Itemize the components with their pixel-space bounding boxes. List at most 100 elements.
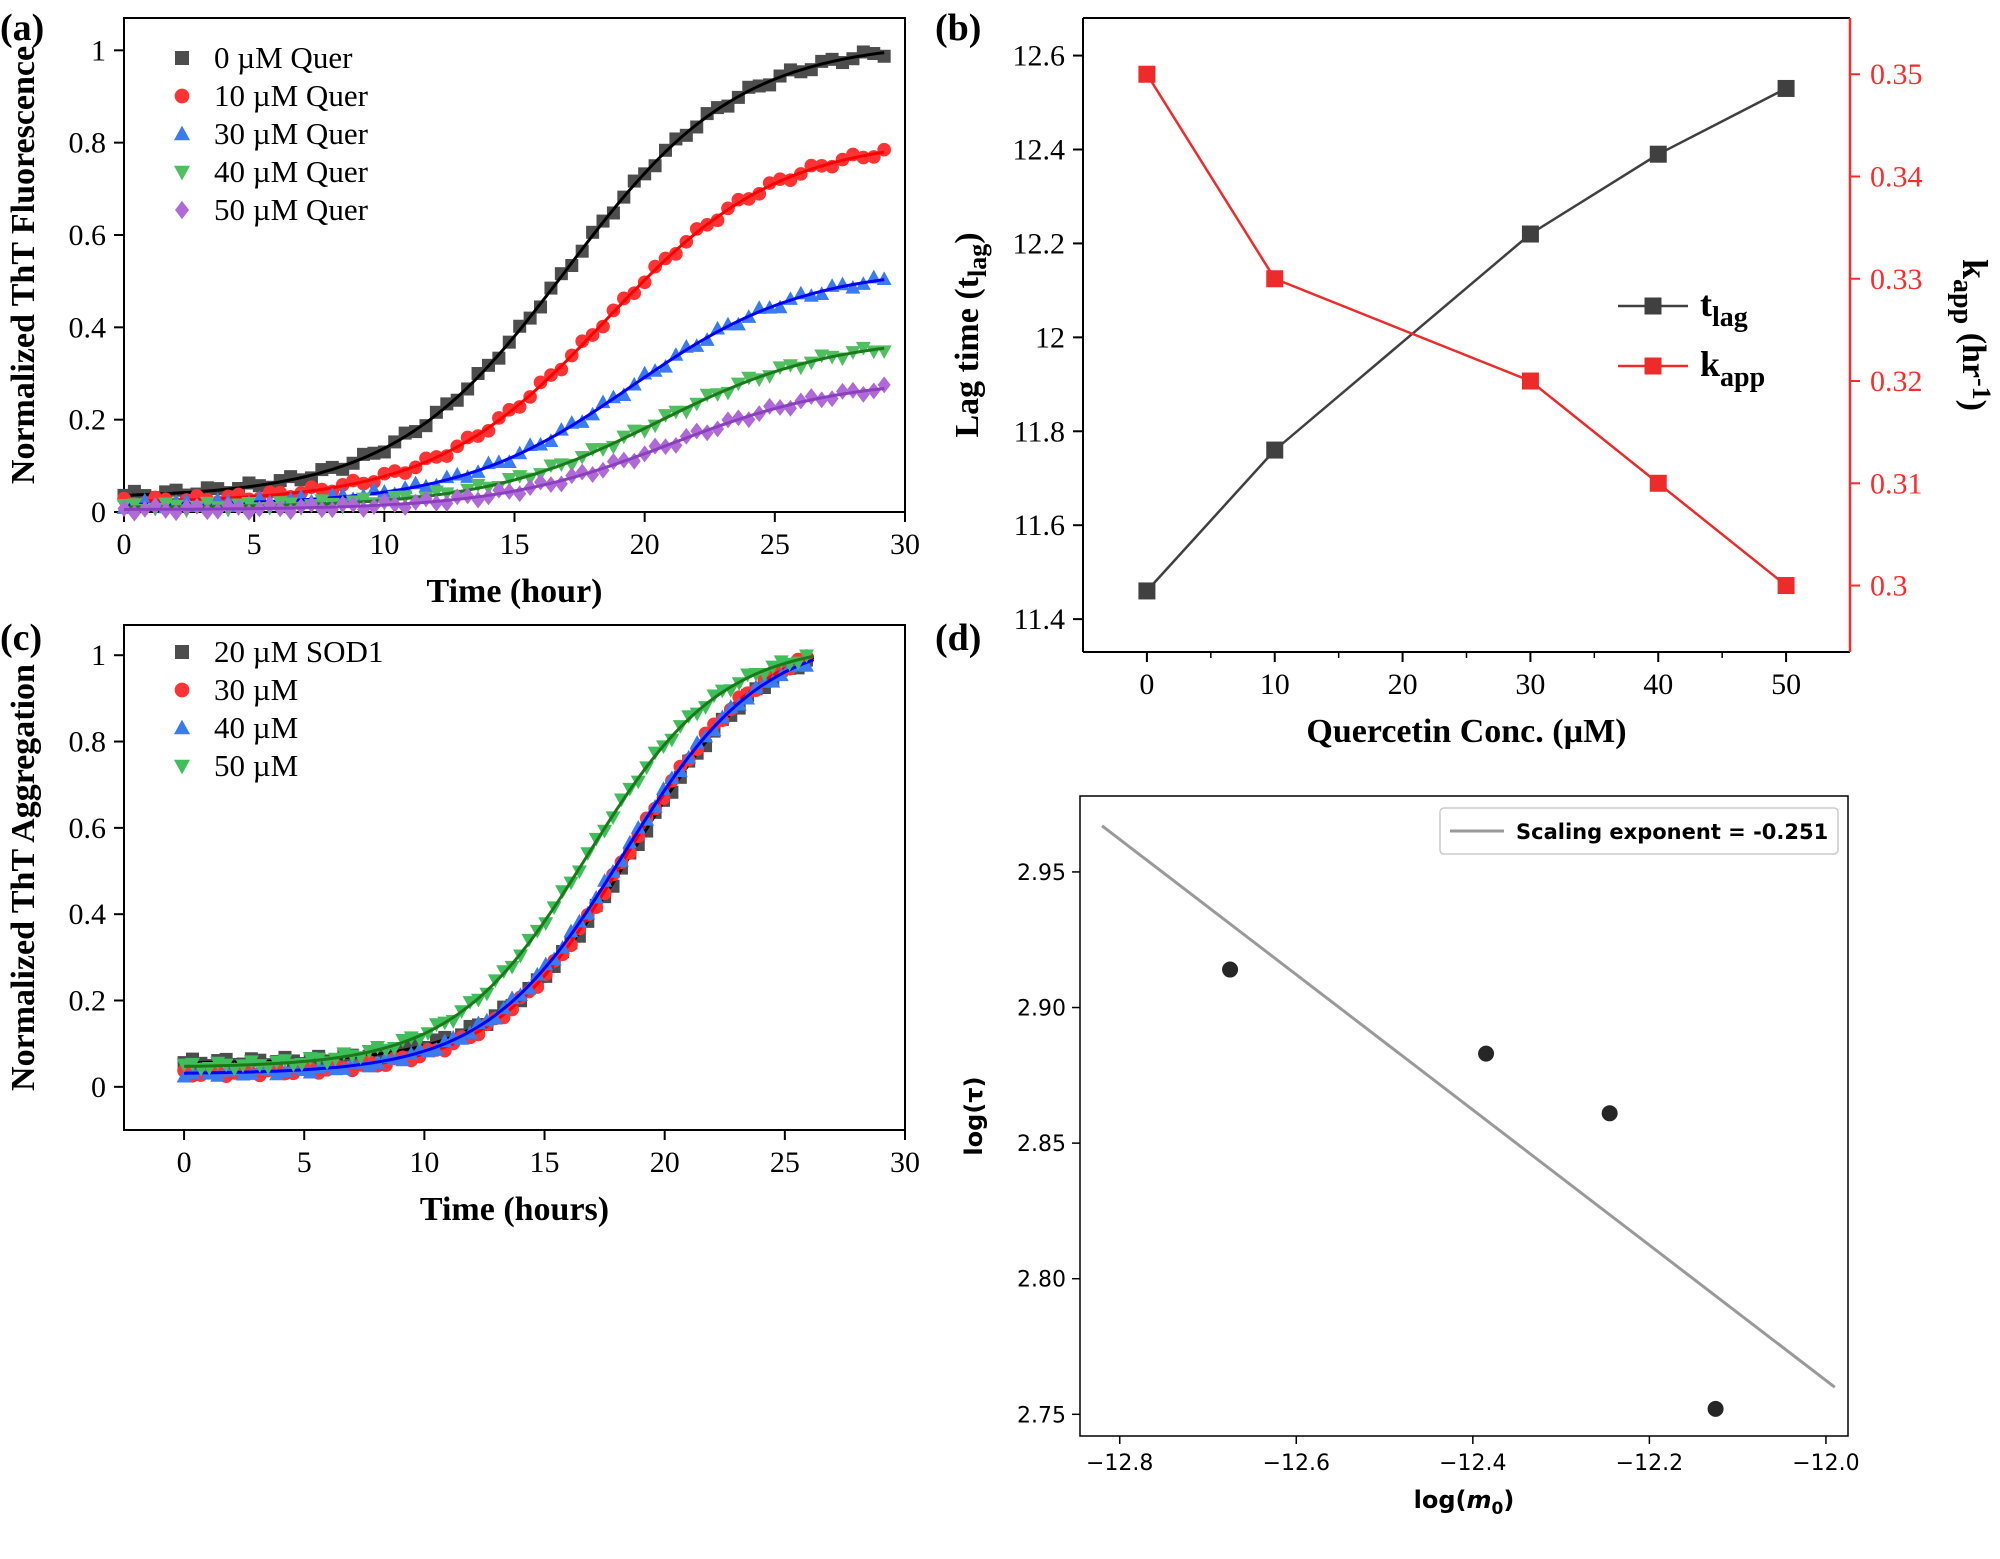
title-part: ) [949, 232, 986, 243]
data-point [630, 820, 646, 834]
data-point [277, 1054, 293, 1068]
y-tick-label: 0.8 [69, 726, 107, 759]
panel-label-c: (c) [0, 617, 42, 659]
data-point [731, 192, 746, 207]
y-tick-label: 0.8 [69, 127, 107, 160]
fit-line [124, 346, 885, 509]
data-point [596, 319, 610, 334]
y-left-axis-title: Lag time (tlag) [949, 232, 992, 437]
data-point [1266, 270, 1284, 288]
data-point [658, 359, 673, 373]
series-40 µM Quer [116, 341, 892, 519]
data-point [554, 362, 569, 377]
panel-label-d: (d) [935, 617, 981, 659]
data-point [428, 1018, 444, 1032]
y-right-tick-label: 0.31 [1870, 467, 1923, 500]
panel-label-a: (a) [0, 7, 44, 49]
data-point [210, 1068, 226, 1082]
legend-label: 40 µM Quer [214, 154, 369, 189]
data-point [617, 291, 631, 306]
y-left-tick-label: 11.6 [1014, 509, 1065, 542]
x-tick-label: 15 [530, 1146, 560, 1179]
data-point [487, 1010, 503, 1025]
data-point [538, 956, 554, 971]
data-point [814, 349, 830, 364]
y-right-tick-label: 0.3 [1870, 570, 1908, 603]
series-50 µM [176, 649, 815, 1077]
data-point [428, 485, 444, 500]
legend-label: kapp [1700, 344, 1765, 393]
data-point [211, 502, 225, 520]
data-point [616, 387, 632, 402]
title-part: app [1947, 279, 1978, 324]
data-point [148, 497, 162, 515]
legend-marker [174, 682, 190, 698]
data-point [533, 375, 548, 390]
title-part: -1 [1967, 378, 1996, 400]
data-point [504, 960, 520, 975]
data-point [479, 987, 495, 1002]
x-tick-label: 20 [650, 1146, 680, 1179]
x-tick-label: 30 [1515, 668, 1545, 701]
data-point [669, 247, 683, 261]
data-point [553, 421, 569, 436]
legend-box [1439, 807, 1839, 855]
data-point [648, 159, 662, 173]
data-point [804, 388, 818, 405]
panel-label-b: (b) [935, 7, 981, 49]
fit-line [184, 658, 815, 1075]
y-axis-title: log(τ) [960, 1076, 988, 1155]
x-tick-label: 25 [770, 1146, 800, 1179]
chart-b: 0 10 20 30 40 50 11.4 11.6 11.8 12 12.2 12.4 12.6 0.3… [949, 17, 1996, 750]
data-point [656, 781, 671, 795]
y-left-tick-label: 12 [1035, 321, 1065, 354]
data-point [1138, 582, 1156, 600]
x-tick-label: −12.4 [1439, 1451, 1506, 1476]
y-tick-label: 1 [91, 34, 106, 67]
x-axis-title: Quercetin Conc. (µM) [1306, 713, 1626, 750]
y-right-tick-label: 0.35 [1870, 58, 1923, 91]
fit-line [123, 387, 885, 511]
fit-line [1101, 824, 1836, 1389]
data-point [179, 498, 193, 516]
legend-marker [1644, 297, 1662, 315]
y-tick-label: 0.6 [69, 219, 107, 252]
data-point [361, 1058, 377, 1073]
data-point [1266, 441, 1284, 459]
legend-marker [173, 759, 191, 775]
data-point [398, 499, 412, 516]
fit-line [123, 51, 885, 497]
data-point [460, 430, 475, 445]
data-point [877, 142, 891, 157]
y-tick-label: 2.80 [1017, 1268, 1066, 1293]
x-tick-label: 40 [1643, 668, 1673, 701]
data-point [574, 414, 590, 428]
data-point [1601, 1105, 1618, 1122]
x-tick-label: 10 [369, 528, 399, 561]
data-point [741, 371, 757, 386]
data-point [627, 286, 642, 300]
y-tick-label: 0.2 [69, 404, 107, 437]
chart-d: −12.8 −12.6 −12.4 −12.2 −12.0 2.75 2.80 2.85 2.9… [960, 795, 1860, 1519]
data-point [428, 1041, 444, 1056]
data-point [855, 341, 871, 356]
y-tick-label: 0 [91, 1071, 106, 1104]
data-point [1478, 1045, 1495, 1062]
data-point [492, 351, 506, 365]
data-point [664, 733, 680, 748]
legend-label: 10 µM Quer [214, 78, 369, 113]
legend-label: 50 µM [214, 748, 298, 783]
data-point [669, 132, 683, 146]
y-tick-label: 2.95 [1017, 861, 1066, 886]
y-left-tick-label: 12.6 [1013, 40, 1066, 73]
data-point [513, 949, 528, 964]
legend-marker [1644, 357, 1662, 375]
title-part: (hr [1955, 324, 1992, 378]
fit-line [123, 150, 885, 503]
x-axis-title: Time (hours) [420, 1191, 609, 1228]
series-line [1145, 87, 1787, 592]
x-axis-title: log(m0) [1414, 1486, 1515, 1519]
data-point [798, 658, 814, 672]
